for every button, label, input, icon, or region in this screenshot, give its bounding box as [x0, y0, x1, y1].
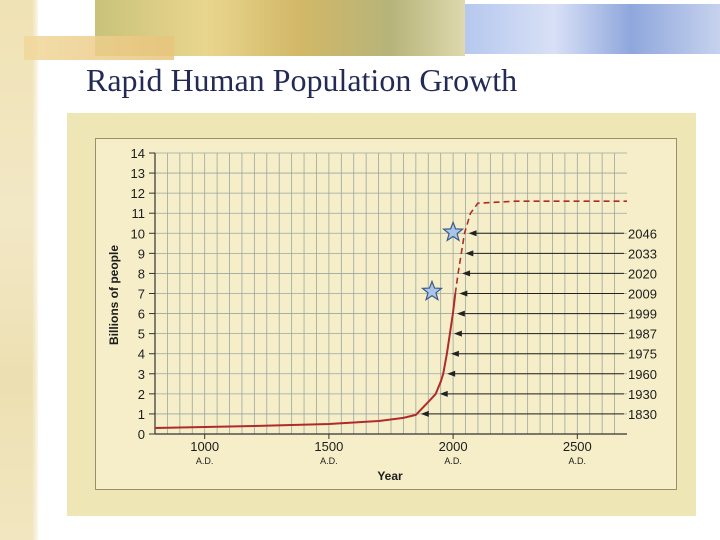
x-tick-label: 1500	[314, 439, 343, 454]
milestone-year-label: 2033	[628, 246, 657, 261]
milestone-year-label: 1830	[628, 407, 657, 422]
y-tick-label: 6	[138, 307, 145, 322]
milestone-arrowhead	[468, 230, 477, 237]
x-tick-label: 1000	[190, 439, 219, 454]
milestone-year-label: 1930	[628, 387, 657, 402]
y-tick-label: 13	[131, 166, 145, 181]
y-tick-label: 12	[131, 186, 145, 201]
milestone-year-label: 2009	[628, 287, 657, 302]
y-tick-label: 10	[131, 226, 145, 241]
y-tick-label: 8	[138, 266, 145, 281]
decorative-side-strip	[0, 0, 38, 540]
milestone-arrowhead	[459, 290, 468, 297]
milestone-arrowhead	[453, 330, 462, 337]
milestone-year-label: 2020	[628, 266, 657, 281]
star-marker	[441, 220, 465, 242]
milestone-year-label: 1975	[628, 347, 657, 362]
y-tick-label: 14	[131, 146, 145, 161]
y-tick-label: 2	[138, 387, 145, 402]
milestone-arrowhead	[462, 270, 471, 277]
x-tick-era: A.D.	[444, 456, 462, 466]
banner-accent	[24, 36, 174, 60]
milestone-arrowhead	[465, 250, 474, 257]
milestone-year-label: 1987	[628, 327, 657, 342]
actual-population-line	[154, 293, 457, 429]
projected-population-line	[454, 200, 627, 294]
star-marker	[420, 279, 444, 301]
milestone-year-label: 2046	[628, 226, 657, 241]
milestone-year-label: 1999	[628, 307, 657, 322]
y-tick-label: 0	[138, 427, 145, 442]
y-tick-label: 4	[138, 347, 145, 362]
y-tick-label: 7	[138, 287, 145, 302]
banner-flower-image	[465, 4, 720, 54]
milestone-arrowhead	[456, 310, 465, 317]
x-tick-era: A.D.	[569, 456, 587, 466]
milestone-annotations: 1830 1930 1960 1975 1987 1999 2009 2020 2033 2046	[420, 226, 657, 422]
decorative-banner	[0, 0, 720, 62]
y-tick-label: 11	[132, 206, 146, 221]
slide-title: Rapid Human Population Growth	[86, 62, 518, 98]
y-axis-label: Billions of people	[107, 245, 121, 345]
chart-series	[154, 200, 627, 429]
y-tick-label: 3	[138, 367, 145, 382]
x-tick-era: A.D.	[320, 456, 338, 466]
y-tick-label: 5	[138, 327, 145, 342]
chart-axes: 012345678910111213141000A.D.1500A.D.2000…	[131, 146, 627, 466]
milestone-arrowhead	[420, 410, 429, 417]
milestone-arrowhead	[447, 370, 456, 377]
milestone-arrowhead	[439, 390, 448, 397]
milestone-arrowhead	[450, 350, 459, 357]
x-axis-label: Year	[377, 469, 403, 483]
x-tick-era: A.D.	[196, 456, 214, 466]
milestone-year-label: 1960	[628, 367, 657, 382]
x-tick-label: 2000	[439, 439, 468, 454]
y-tick-label: 9	[138, 246, 145, 261]
x-tick-label: 2500	[563, 439, 592, 454]
y-tick-label: 1	[138, 407, 145, 422]
star-markers	[420, 220, 465, 301]
